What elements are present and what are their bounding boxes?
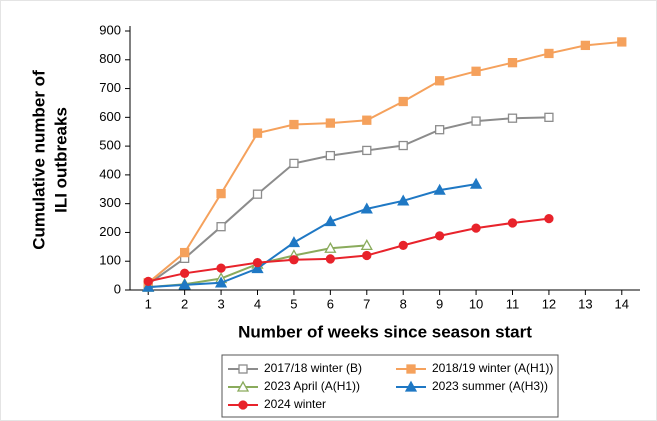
marker (580, 40, 591, 51)
marker (324, 241, 337, 253)
marker (617, 37, 627, 47)
marker (252, 189, 263, 199)
marker (287, 236, 301, 248)
legend-label: 2023 April (A(H1)) (264, 379, 360, 393)
marker (289, 158, 299, 169)
marker (398, 140, 408, 151)
marker (360, 239, 373, 251)
legend-item: 2023 summer (A(H3)) (396, 379, 548, 393)
y-tick-label: 500 (99, 138, 121, 153)
marker (214, 276, 228, 288)
marker (471, 66, 481, 76)
marker (397, 194, 410, 206)
marker (362, 250, 372, 261)
marker (216, 222, 226, 232)
marker (238, 364, 248, 374)
legend-label: 2017/18 winter (B) (264, 361, 362, 375)
legend-label: 2024 winter (264, 397, 326, 411)
marker (434, 76, 445, 86)
x-tick-label: 11 (506, 296, 520, 311)
marker (325, 118, 336, 128)
marker (434, 125, 445, 135)
marker (544, 48, 554, 59)
marker (142, 280, 155, 292)
marker (507, 58, 518, 68)
marker (251, 262, 264, 274)
marker (507, 113, 518, 123)
x-tick-label: 7 (363, 296, 370, 311)
y-tick-label: 700 (99, 80, 121, 95)
marker (178, 278, 191, 290)
marker (469, 177, 483, 189)
marker (398, 96, 408, 107)
marker (404, 380, 418, 392)
marker (289, 119, 299, 130)
marker (216, 188, 226, 199)
marker (325, 254, 336, 264)
x-tick-label: 10 (469, 296, 483, 311)
x-tick-label: 6 (327, 296, 334, 311)
y-tick-label: 300 (99, 195, 121, 210)
marker (544, 213, 554, 224)
x-tick-label: 8 (400, 296, 407, 311)
x-tick-label: 14 (615, 296, 629, 311)
marker (471, 116, 481, 126)
marker (507, 218, 518, 228)
x-tick-label: 9 (436, 296, 443, 311)
marker (143, 276, 153, 287)
y-tick-label: 900 (99, 22, 121, 37)
series-line (147, 116, 549, 286)
marker (179, 247, 190, 258)
marker (325, 150, 336, 161)
marker (252, 258, 263, 268)
y-tick-label: 200 (99, 224, 121, 239)
marker (236, 380, 250, 392)
legend-label: 2023 summer (A(H3)) (432, 379, 548, 393)
marker (360, 202, 373, 214)
y-tick-label: 100 (99, 253, 121, 268)
series-line (148, 183, 477, 289)
y-axis-label-line: Cumulative number of (29, 70, 48, 250)
series-line (147, 40, 622, 284)
legend-item: 2018/19 winter (A(H1)) (396, 361, 553, 375)
y-tick-label: 400 (99, 166, 121, 181)
x-tick-label: 1 (145, 296, 152, 311)
x-tick-label: 2 (181, 296, 188, 311)
marker (471, 223, 481, 233)
marker (179, 268, 190, 278)
marker (362, 115, 372, 125)
y-tick-label: 0 (114, 281, 121, 296)
marker (238, 400, 248, 410)
marker (252, 128, 263, 138)
legend-item: 2017/18 winter (B) (228, 361, 362, 375)
x-tick-label: 3 (217, 296, 224, 311)
legend-label: 2018/19 winter (A(H1)) (432, 361, 553, 375)
y-axis-label: Cumulative number of ILI outbreaks (29, 70, 70, 250)
marker (362, 145, 372, 156)
marker (544, 112, 554, 122)
x-tick-label: 12 (542, 296, 556, 311)
marker (433, 183, 446, 195)
x-tick-label: 5 (290, 296, 297, 311)
x-tick-label: 13 (578, 296, 592, 311)
y-tick-label: 800 (99, 51, 121, 66)
series-line (147, 217, 550, 283)
legend-item: 2024 winter (228, 397, 326, 411)
legend-box (221, 354, 559, 418)
legend-item: 2023 April (A(H1)) (228, 379, 360, 393)
y-tick-label: 600 (99, 109, 121, 124)
marker (434, 231, 445, 241)
x-axis-label: Number of weeks since season start (238, 322, 532, 341)
y-axis-label-line: ILI outbreaks (51, 107, 70, 213)
marker (406, 364, 416, 374)
x-tick-label: 4 (254, 296, 261, 311)
marker (289, 255, 299, 265)
marker (216, 263, 226, 273)
marker (398, 240, 408, 251)
marker (324, 215, 337, 227)
